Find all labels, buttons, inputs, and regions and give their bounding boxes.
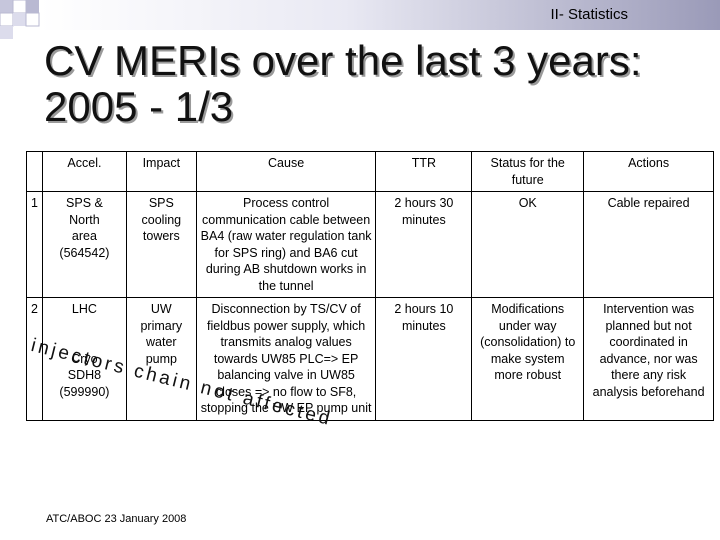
header-cell-cause: Cause	[195, 151, 377, 192]
accel-line: North	[69, 212, 100, 227]
deco-square-1	[0, 0, 13, 13]
table-header-row: Accel. Impact Cause TTR Status for the f…	[26, 151, 714, 192]
slide-title: CV MERIs over the last 3 years: 2005 - 1…	[44, 38, 642, 130]
ttr-cell: 2 hours 10 minutes	[375, 297, 473, 421]
deco-square-3	[26, 0, 39, 13]
deco-square-6	[25, 12, 40, 27]
deco-square-4	[0, 12, 14, 27]
header-cell-impact: Impact	[125, 151, 197, 192]
title-line-2: 2005 - 1/3	[44, 83, 234, 130]
row-number: 1	[26, 191, 43, 298]
accel-line: (564542)	[59, 245, 110, 260]
accel-cell: SPS & North area (564542)	[41, 191, 127, 298]
header-cell-accel: Accel.	[41, 151, 127, 192]
cause-cell: Process control communication cable betw…	[195, 191, 377, 298]
header-bar	[40, 0, 720, 30]
impact-cell: SPS cooling towers	[125, 191, 197, 298]
row-number: 2	[26, 297, 43, 421]
section-label: II- Statistics	[550, 6, 628, 23]
impact-cell: UW primary water pump	[125, 297, 197, 421]
accel-cell: LHC Cryo SDH8 (599990)	[41, 297, 127, 421]
accel-line: (599990)	[59, 384, 110, 399]
status-cell: Modifications under way (consolidation) …	[471, 297, 585, 421]
title-line-1: CV MERIs over the last 3 years:	[44, 37, 642, 84]
actions-cell: Intervention was planned but not coordin…	[583, 297, 714, 421]
header-cell-ttr: TTR	[375, 151, 473, 192]
deco-square-2	[12, 0, 27, 14]
accel-line: SDH8	[67, 368, 102, 382]
header-cell-status: Status for the future	[471, 151, 585, 192]
header-cell-blank	[26, 151, 43, 192]
meri-table: Accel. Impact Cause TTR Status for the f…	[26, 151, 714, 421]
accel-line	[46, 318, 123, 335]
footer-text: ATC/ABOC 23 January 2008	[46, 513, 187, 525]
ttr-cell: 2 hours 30 minutes	[375, 191, 473, 298]
status-cell: OK	[471, 191, 585, 298]
table-row: 2 LHC Cryo SDH8 (599990) UW primary wate…	[26, 297, 714, 421]
header-cell-actions: Actions	[583, 151, 714, 192]
accel-line: Cryo	[71, 351, 98, 366]
accel-line: LHC	[71, 302, 97, 316]
deco-square-7	[0, 26, 13, 39]
decorative-squares	[0, 0, 40, 39]
accel-line: area	[71, 229, 97, 243]
table-row: 1 SPS & North area (564542) SPS cooling …	[26, 191, 714, 298]
accel-line: SPS &	[66, 196, 103, 210]
deco-square-5	[13, 13, 26, 26]
actions-cell: Cable repaired	[583, 191, 714, 298]
